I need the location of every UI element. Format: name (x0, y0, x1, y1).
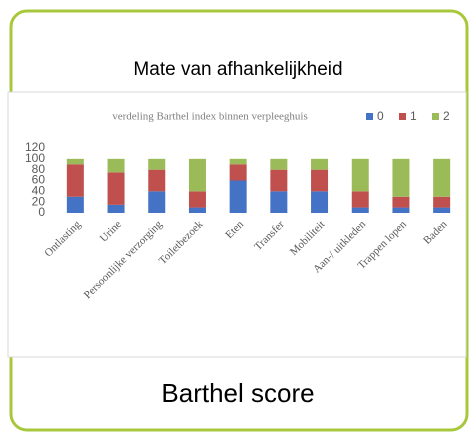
legend-swatch (432, 113, 439, 120)
bar-segment (148, 169, 166, 192)
bar-segment (433, 158, 451, 197)
legend-swatch (399, 113, 406, 120)
bar-segment (392, 158, 410, 197)
bar-segment (270, 158, 288, 170)
bar-segment (311, 158, 329, 170)
bar-segment (311, 169, 329, 192)
legend-label: 2 (443, 109, 450, 123)
y-tick-label: 20 (32, 194, 46, 208)
heading: Mate van afhankelijkheid (133, 59, 342, 80)
bar-segment (270, 191, 288, 213)
bar-segment (311, 191, 329, 213)
bar-segment (148, 158, 166, 170)
legend-swatch (366, 113, 373, 120)
bar-segment (351, 158, 369, 192)
bar-segment (392, 196, 410, 208)
bar-segment (188, 207, 206, 213)
bar-segment (229, 180, 247, 213)
bar-segment (107, 172, 125, 205)
bar-segment (188, 158, 206, 192)
y-tick-label: 80 (32, 162, 46, 176)
bar-segment (188, 191, 206, 208)
chart-title: verdeling Barthel index binnen verpleegh… (112, 111, 308, 123)
bar-segment (229, 158, 247, 165)
bar-segment (66, 196, 84, 213)
y-tick-label: 120 (25, 140, 45, 154)
footer: Barthel score (161, 378, 314, 408)
bar-segment (229, 164, 247, 181)
bar-segment (66, 158, 84, 165)
bar-segment (392, 207, 410, 213)
bar-segment (107, 204, 125, 213)
y-tick-label: 0 (38, 205, 45, 219)
bar-segment (66, 164, 84, 197)
bar-segment (433, 196, 451, 208)
bar-segment (351, 207, 369, 213)
y-tick-label: 40 (32, 184, 46, 198)
bar-segment (107, 158, 125, 173)
legend-label: 0 (377, 109, 384, 123)
bar-segment (270, 169, 288, 192)
bar-segment (351, 191, 369, 208)
y-tick-label: 60 (32, 173, 46, 187)
chart-frame (7, 91, 467, 358)
bar-segment (148, 191, 166, 213)
y-tick-label: 100 (25, 151, 45, 165)
legend-label: 1 (410, 109, 417, 123)
bar-segment (433, 207, 451, 213)
